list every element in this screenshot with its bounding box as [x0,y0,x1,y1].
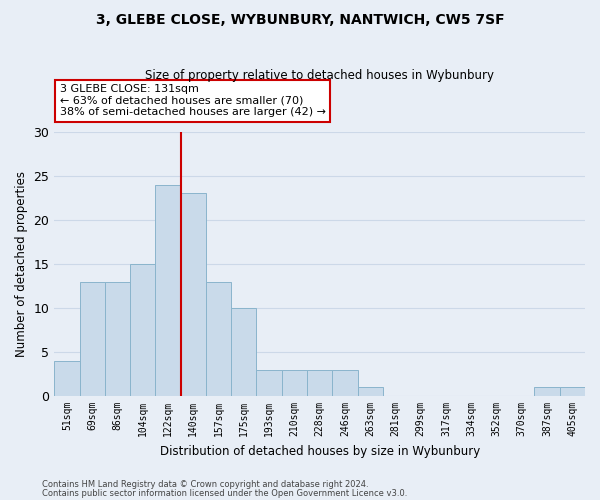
Bar [332,370,358,396]
Title: Size of property relative to detached houses in Wybunbury: Size of property relative to detached ho… [145,69,494,82]
Bar [256,370,282,396]
Bar [181,194,206,396]
Bar [282,370,307,396]
Text: 3 GLEBE CLOSE: 131sqm
← 63% of detached houses are smaller (70)
38% of semi-deta: 3 GLEBE CLOSE: 131sqm ← 63% of detached … [59,84,326,117]
Bar [206,282,231,396]
Bar [155,184,181,396]
Bar [80,282,105,396]
Bar [54,361,80,396]
Bar [560,387,585,396]
Bar [307,370,332,396]
Bar [535,387,560,396]
Text: Contains HM Land Registry data © Crown copyright and database right 2024.: Contains HM Land Registry data © Crown c… [42,480,368,489]
Bar [105,282,130,396]
Bar [358,387,383,396]
Text: 3, GLEBE CLOSE, WYBUNBURY, NANTWICH, CW5 7SF: 3, GLEBE CLOSE, WYBUNBURY, NANTWICH, CW5… [95,12,505,26]
Bar [130,264,155,396]
Y-axis label: Number of detached properties: Number of detached properties [15,171,28,357]
Bar [231,308,256,396]
Text: Contains public sector information licensed under the Open Government Licence v3: Contains public sector information licen… [42,490,407,498]
X-axis label: Distribution of detached houses by size in Wybunbury: Distribution of detached houses by size … [160,444,480,458]
